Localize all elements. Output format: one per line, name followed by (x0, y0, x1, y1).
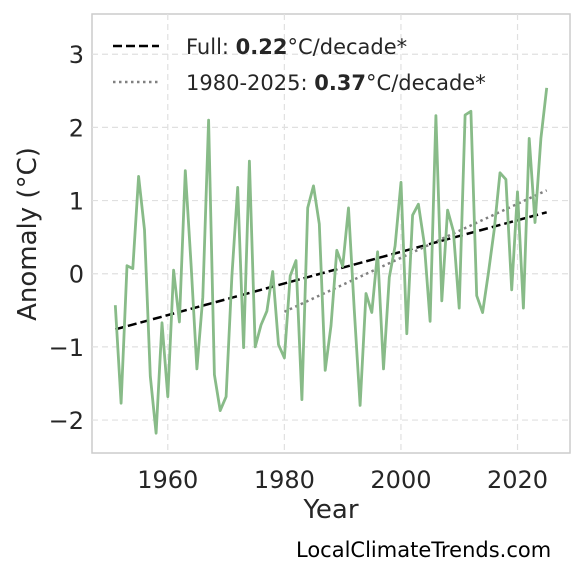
legend-full-label: Full: 0.22°C/decade* (186, 35, 407, 59)
x-tick-label: 1980 (254, 466, 315, 494)
y-tick-label: 1 (69, 188, 84, 216)
legend-recent-label: 1980-2025: 0.37°C/decade* (186, 71, 486, 95)
x-tick-labels: 1960 1980 2000 2020 (137, 466, 548, 494)
x-axis-title: Year (302, 495, 358, 525)
legend: Full: 0.22°C/decade* 1980-2025: 0.37°C/d… (113, 35, 486, 95)
legend-full-value: 0.22 (236, 35, 288, 59)
y-tick-label: −1 (49, 334, 84, 362)
y-tick-labels: −2 −1 0 1 2 3 (49, 41, 84, 435)
recent-trend-line (283, 189, 548, 313)
plot-frame (91, 13, 571, 454)
legend-recent-value: 0.37 (314, 71, 366, 95)
anomaly-series-line (113, 87, 549, 435)
y-tick-label: −2 (49, 407, 84, 435)
y-tick-label: 0 (69, 261, 84, 289)
x-tick-label: 1960 (137, 466, 198, 494)
y-tick-label: 2 (69, 114, 84, 142)
y-tick-label: 3 (69, 41, 84, 69)
legend-recent-prefix: 1980-2025: (186, 71, 314, 95)
x-tick-label: 2020 (487, 466, 548, 494)
legend-full-prefix: Full: (186, 35, 236, 59)
credit-text: LocalClimateTrends.com (296, 538, 552, 562)
x-tick-label: 2000 (370, 466, 431, 494)
y-axis-title: Anomaly (°C) (13, 147, 43, 321)
legend-full-suffix: °C/decade* (288, 35, 408, 59)
legend-recent-suffix: °C/decade* (366, 71, 486, 95)
